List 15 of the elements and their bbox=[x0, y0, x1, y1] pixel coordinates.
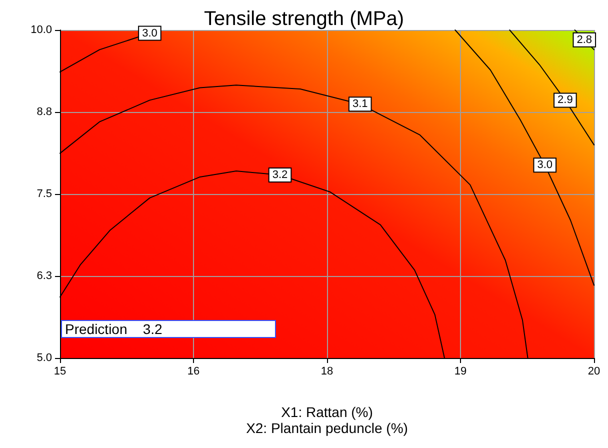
text-box: Prediction 3.2 bbox=[61, 320, 276, 338]
x-tick-label: 18 bbox=[320, 366, 334, 378]
y-tick-label: 5.0 bbox=[36, 352, 52, 364]
y-tick-label: 7.5 bbox=[36, 188, 52, 200]
x-axis-title: X1: Rattan (%) X2: Plantain peduncle (%) bbox=[246, 404, 408, 436]
x-tick-label: 20 bbox=[588, 366, 600, 378]
x-tick-label: 16 bbox=[187, 366, 200, 378]
x-tick-label: 15 bbox=[54, 366, 66, 378]
line-series bbox=[454, 30, 594, 286]
y-tick-label: 10.0 bbox=[30, 24, 52, 36]
y-tick-label: 8.8 bbox=[36, 106, 52, 118]
y-tick-label: 6.3 bbox=[36, 270, 52, 282]
line-series bbox=[509, 30, 594, 146]
x-tick-label: 19 bbox=[454, 366, 467, 378]
chart-title: Tensile strength (MPa) bbox=[204, 8, 404, 30]
